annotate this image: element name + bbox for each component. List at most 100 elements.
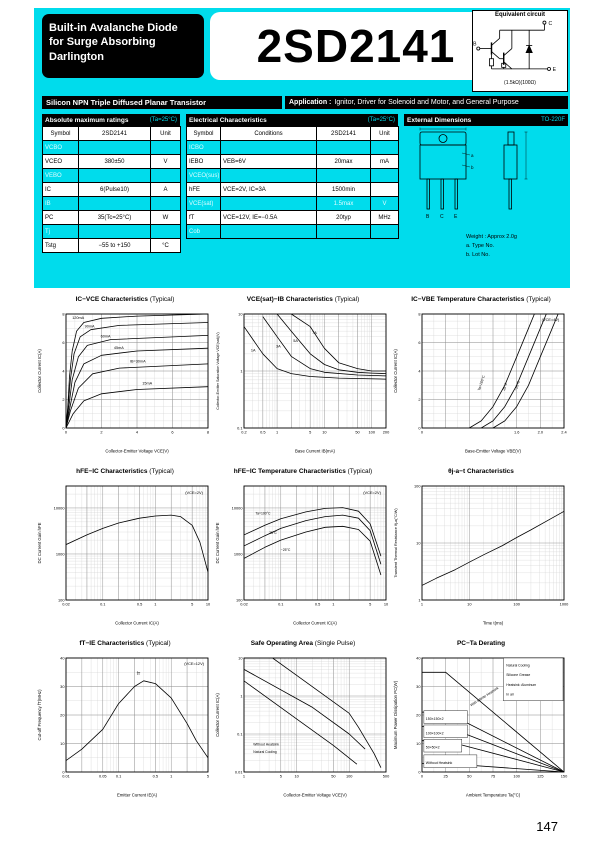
feature-line: Built-in Avalanche Diode — [49, 22, 178, 34]
pin-label-b: B — [473, 41, 477, 47]
svg-text:50: 50 — [355, 430, 360, 435]
application-label: Application : — [289, 99, 332, 106]
svg-text:125: 125 — [537, 774, 544, 779]
svg-text:500: 500 — [383, 774, 390, 779]
svg-text:4: 4 — [136, 430, 139, 435]
transistor-type-bar: Silicon NPN Triple Diffused Planar Trans… — [42, 96, 282, 109]
electrical-table: Symbol Conditions 2SD2141 Unit ICBO IEBO V… — [186, 126, 399, 239]
svg-text:Collector Current IC(A): Collector Current IC(A) — [293, 621, 337, 626]
chart-hfe-ic-temp: hFE−IC Temperature Characteristics (Typi… — [214, 468, 392, 626]
svg-text:2: 2 — [62, 397, 64, 402]
svg-text:0.1: 0.1 — [278, 602, 283, 607]
svg-text:Heatsink: Aluminum: Heatsink: Aluminum — [506, 683, 536, 687]
table-row: fT VCE=12V, IE=−0.5A 20typ MHz — [186, 210, 399, 225]
max-ratings-condition: (Ta=25°C) — [149, 117, 177, 123]
chart-plot-soa: 1 5 10 50 100 500 0.01 0.1 1 10 Without Heatsink Na… — [215, 655, 390, 798]
chart-ic-vbe-temp: IC−VBE Temperature Characteristics (Typi… — [392, 296, 570, 454]
table-row: Cob — [186, 224, 399, 239]
svg-text:0.05: 0.05 — [99, 774, 107, 779]
svg-text:50: 50 — [467, 774, 472, 779]
svg-text:(VCE=2V): (VCE=2V) — [363, 490, 381, 495]
svg-text:10000: 10000 — [232, 505, 244, 510]
chart-title: IC−VBE Temperature Characteristics (Typi… — [411, 296, 551, 303]
table-row: IEBO VEB=6V 20max mA — [186, 154, 399, 169]
svg-text:8: 8 — [418, 311, 420, 316]
svg-text:(VCE=4V): (VCE=4V) — [542, 317, 560, 322]
svg-text:20: 20 — [416, 712, 421, 717]
svg-text:2.4: 2.4 — [561, 430, 567, 435]
svg-text:0: 0 — [421, 430, 424, 435]
svg-text:0.5: 0.5 — [153, 774, 158, 779]
svg-text:8: 8 — [62, 311, 64, 316]
svg-text:0.1: 0.1 — [116, 774, 121, 779]
package-name: TO-220F — [541, 117, 565, 123]
chart-plot-vcesat-ib: 0.2 0.5 1 5 10 50 100 200 0.1 1 10 7A 5A 3A 1A Base Cur… — [216, 311, 390, 453]
svg-text:45mA: 45mA — [114, 346, 124, 350]
svg-text:1: 1 — [418, 597, 420, 602]
svg-text:10: 10 — [206, 602, 211, 607]
svg-text:0.5: 0.5 — [315, 602, 320, 607]
table-row: PC 35(Tc=25°C) W — [42, 210, 181, 225]
svg-text:100×100×2: 100×100×2 — [426, 731, 444, 735]
svg-text:Collector Current IC(A): Collector Current IC(A) — [37, 349, 42, 393]
svg-text:5A: 5A — [293, 339, 298, 343]
svg-text:Cut-off Frequency fT(MHz): Cut-off Frequency fT(MHz) — [37, 689, 42, 741]
application-text: Ignitor, Driver for Solenoid and Motor, … — [334, 99, 519, 106]
package-pin-c: C — [440, 214, 444, 220]
svg-text:8: 8 — [207, 430, 209, 435]
svg-text:25°C: 25°C — [269, 531, 277, 535]
svg-text:2.0: 2.0 — [538, 430, 544, 435]
equivalent-circuit-note: (1.5kΩ)(100Ω) — [504, 80, 536, 86]
svg-text:10: 10 — [322, 430, 327, 435]
svg-text:Natural Cooling: Natural Cooling — [506, 664, 529, 668]
svg-text:7A: 7A — [312, 331, 317, 335]
svg-text:5: 5 — [369, 602, 371, 607]
svg-text:0: 0 — [421, 774, 424, 779]
svg-text:40: 40 — [60, 655, 65, 660]
svg-text:100: 100 — [236, 597, 243, 602]
svg-text:(VCE=12V): (VCE=12V) — [184, 661, 204, 666]
chart-title: θj-a−t Characteristics — [448, 468, 514, 475]
svg-text:1: 1 — [240, 693, 242, 698]
svg-text:50×50×2: 50×50×2 — [426, 746, 440, 750]
part-number: 2SD2141 — [210, 12, 502, 80]
svg-text:fT: fT — [137, 671, 141, 676]
svg-text:50: 50 — [331, 774, 336, 779]
table-header-row: Symbol Conditions 2SD2141 Unit — [186, 126, 399, 141]
svg-text:30: 30 — [416, 684, 421, 689]
equivalent-circuit-diagram: B C E — [473, 20, 557, 73]
page-number: 147 — [536, 819, 558, 834]
svg-text:0: 0 — [418, 425, 421, 430]
svg-text:10: 10 — [416, 741, 421, 746]
svg-text:Without Heatsink: Without Heatsink — [253, 742, 279, 746]
svg-text:40: 40 — [416, 655, 421, 660]
svg-text:Collector-Emitter Voltage VCE(: Collector-Emitter Voltage VCE(V) — [283, 793, 347, 798]
svg-text:200: 200 — [383, 430, 390, 435]
svg-text:1.6: 1.6 — [514, 430, 519, 435]
svg-text:Without Heatsink: Without Heatsink — [426, 761, 453, 765]
svg-text:10: 10 — [467, 602, 472, 607]
svg-text:150: 150 — [561, 774, 568, 779]
chart-plot-hfe-ic: 0.02 0.1 0.5 1 5 10 100 1000 10000 (VCE=2V) Collec… — [37, 485, 211, 626]
svg-text:10: 10 — [384, 602, 389, 607]
svg-text:In air: In air — [506, 693, 514, 697]
svg-text:0.01: 0.01 — [235, 769, 243, 774]
chart-title: IC−VCE Characteristics (Typical) — [75, 296, 175, 303]
max-ratings-header: Absolute maximum ratings (Ta=25°C) — [42, 114, 180, 126]
package-pin-e: E — [454, 214, 458, 220]
chart-soa: Safe Operating Area (Single Pulse) 1 5 10 5… — [214, 640, 392, 798]
svg-text:IB=30mA: IB=30mA — [130, 360, 146, 364]
table-row: hFE VCE=2V, IC=3A 1500min — [186, 182, 399, 197]
svg-text:0.1: 0.1 — [100, 602, 105, 607]
svg-text:0.1: 0.1 — [237, 731, 242, 736]
chart-pc-ta: PC−Ta Derating 0 25 50 75 100 125 150 0 10 20 30 40… — [392, 640, 570, 798]
chart-plot-thja-t: 1 10 100 1000 1 10 100 Time t(ms) Transient Ther… — [394, 483, 569, 625]
svg-text:1A: 1A — [251, 349, 256, 353]
svg-text:20: 20 — [60, 712, 65, 717]
svg-text:10: 10 — [294, 774, 299, 779]
svg-text:1: 1 — [276, 430, 278, 435]
external-dimensions-header: External Dimensions TO-220F — [404, 114, 568, 126]
chart-plot-ic-vce: 0 2 4 6 8 0 2 4 6 8 120mA 90mA 60mA 45mA IB=30mA 15mA Co… — [37, 311, 209, 453]
svg-text:−25°C: −25°C — [281, 548, 291, 552]
